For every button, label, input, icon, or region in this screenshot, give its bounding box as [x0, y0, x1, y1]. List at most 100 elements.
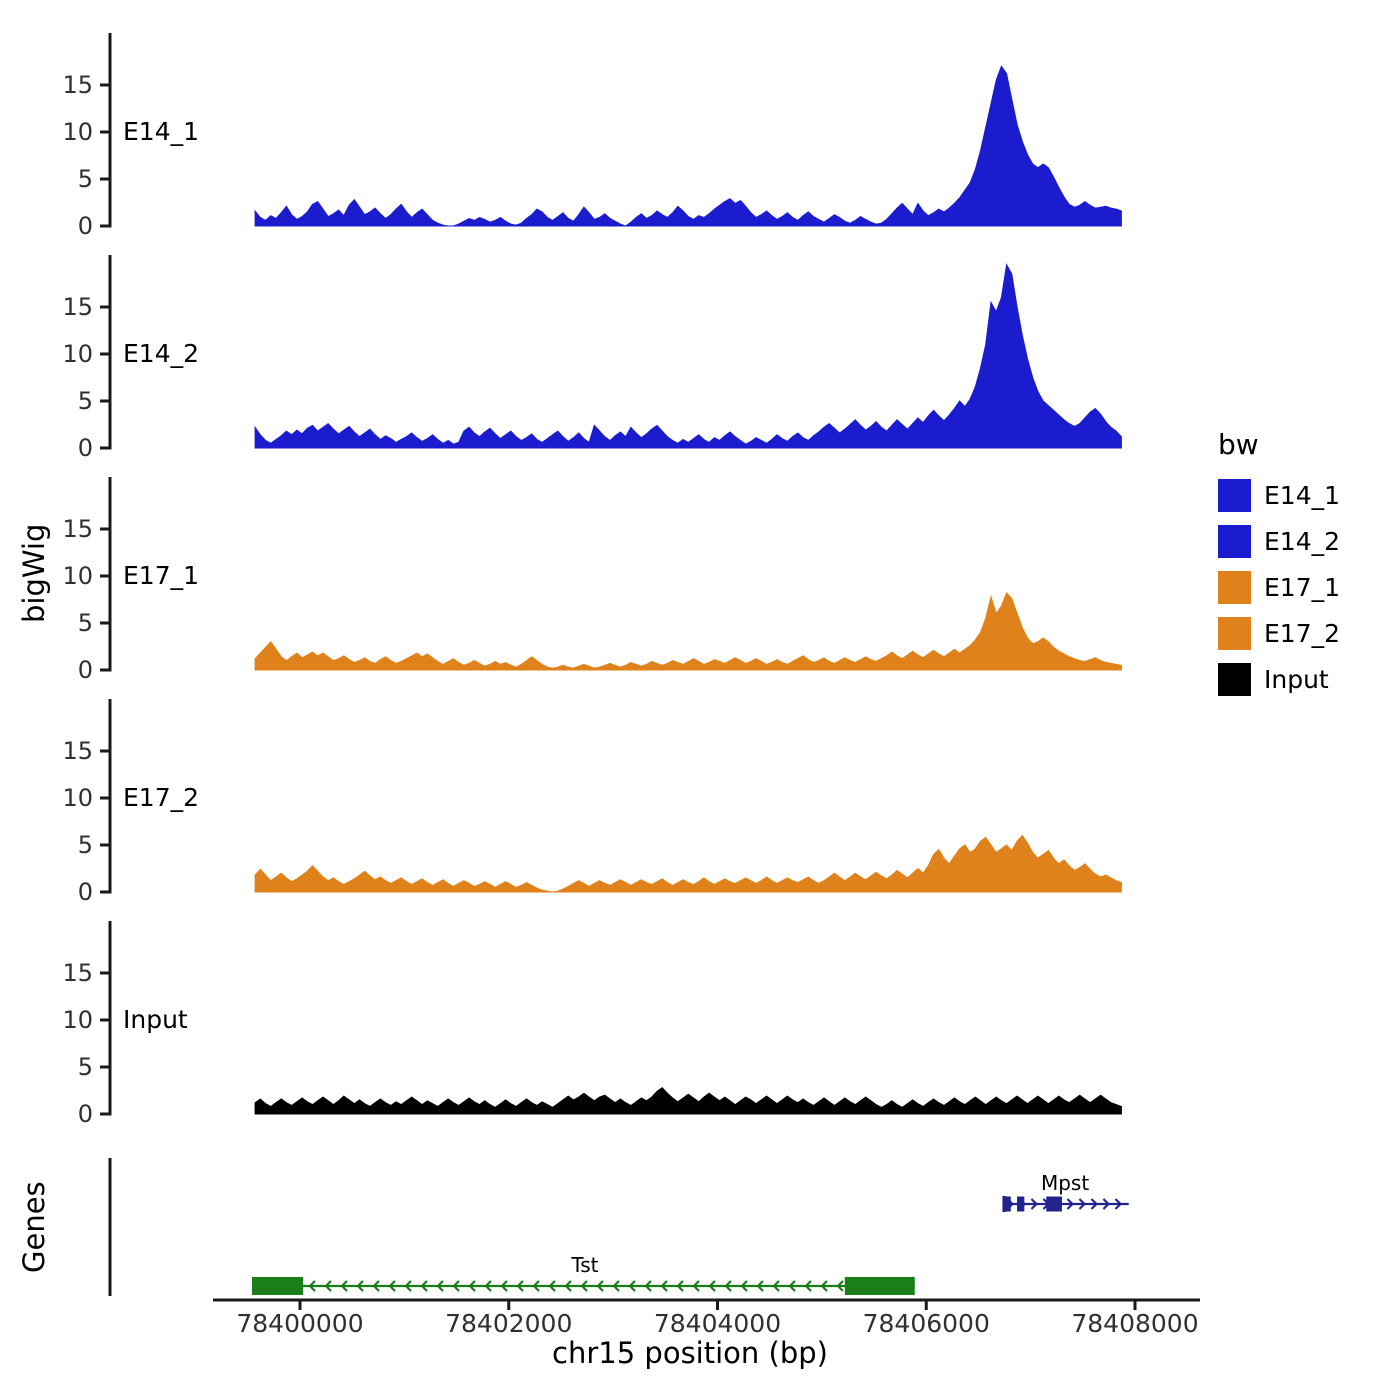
y-tick-label: 0 — [78, 1100, 93, 1128]
y-tick-label: 10 — [62, 784, 93, 812]
strand-arrow-icon — [340, 1280, 348, 1292]
legend-swatch-e17-1 — [1218, 571, 1251, 604]
legend-item-e17-2: E17_2 — [1218, 617, 1340, 650]
strand-arrow-icon — [596, 1280, 604, 1292]
coverage-area-E17_2 — [254, 834, 1122, 893]
x-axis-title: chr15 position (bp) — [552, 1336, 828, 1370]
strand-arrow-icon — [564, 1280, 572, 1292]
strand-arrow-icon — [468, 1280, 476, 1292]
y-tick-label: 5 — [78, 831, 93, 859]
gene-label: Mpst — [1041, 1171, 1089, 1195]
strand-arrow-icon — [756, 1280, 764, 1292]
x-tick-label: 78402000 — [445, 1309, 572, 1338]
strand-arrow-icon — [628, 1280, 636, 1292]
strand-arrow-icon — [404, 1280, 412, 1292]
y-tick-label: 0 — [78, 878, 93, 906]
legend-swatch-e14-1 — [1218, 479, 1251, 512]
legend-label-e14-2: E14_2 — [1264, 527, 1341, 556]
strand-arrow-icon — [804, 1280, 812, 1292]
gene-Mpst: Mpst — [1002, 1171, 1129, 1212]
legend: bw E14_1 E14_2 E17_1 E17_2 Input — [1218, 428, 1340, 709]
y-tick-label: 5 — [78, 387, 93, 415]
track-E14_2: 0 5 10 15 — [62, 255, 1122, 462]
coverage-area-Input — [254, 1087, 1122, 1115]
strand-arrow-icon — [516, 1280, 524, 1292]
strand-arrow-icon — [1066, 1198, 1074, 1210]
y-tick-label: 10 — [62, 1006, 93, 1034]
legend-label-e14-1: E14_1 — [1264, 481, 1341, 510]
y-tick-label: 5 — [78, 1053, 93, 1081]
strand-arrow-icon — [356, 1280, 364, 1292]
legend-label-e17-2: E17_2 — [1264, 619, 1341, 648]
strand-arrow-icon — [788, 1280, 796, 1292]
gene-exon — [1017, 1196, 1025, 1212]
strand-arrow-icon — [1090, 1198, 1098, 1210]
strand-arrow-icon — [436, 1280, 444, 1292]
gene-label: Tst — [570, 1253, 598, 1277]
y-tick-label: 5 — [78, 609, 93, 637]
coverage-area-E14_2 — [254, 263, 1122, 449]
facet-label-e17-2: E17_2 — [123, 783, 200, 812]
strand-arrow-icon — [772, 1280, 780, 1292]
legend-swatch-e17-2 — [1218, 617, 1251, 650]
y-tick-label: 15 — [62, 737, 93, 765]
legend-item-e17-1: E17_1 — [1218, 571, 1340, 604]
strand-arrow-icon — [612, 1280, 620, 1292]
y-tick-label: 10 — [62, 340, 93, 368]
legend-label-input: Input — [1264, 665, 1329, 694]
x-tick-label: 78404000 — [654, 1309, 781, 1338]
y-tick-label: 0 — [78, 656, 93, 684]
strand-arrow-icon — [708, 1280, 716, 1292]
strand-arrow-icon — [372, 1280, 380, 1292]
strand-arrow-icon — [820, 1280, 828, 1292]
legend-item-e14-2: E14_2 — [1218, 525, 1340, 558]
strand-arrow-icon — [484, 1280, 492, 1292]
y-tick-label: 0 — [78, 212, 93, 240]
facet-label-e17-1: E17_1 — [123, 561, 200, 590]
strand-arrow-icon — [452, 1280, 460, 1292]
y-tick-label: 10 — [62, 562, 93, 590]
legend-label-e17-1: E17_1 — [1264, 573, 1341, 602]
strand-arrow-icon — [420, 1280, 428, 1292]
track-E14_1: 0 5 10 15 — [62, 33, 1122, 240]
legend-item-e14-1: E14_1 — [1218, 479, 1340, 512]
x-tick-label: 78408000 — [1071, 1309, 1198, 1338]
facet-label-e14-2: E14_2 — [123, 339, 200, 368]
legend-title: bw — [1218, 428, 1259, 461]
y-tick-label: 0 — [78, 434, 93, 462]
strand-arrow-icon — [388, 1280, 396, 1292]
gene-exon — [1046, 1196, 1062, 1212]
y-tick-label: 5 — [78, 165, 93, 193]
y-tick-label: 15 — [62, 71, 93, 99]
strand-arrow-icon — [724, 1280, 732, 1292]
track-E17_1: 0 5 10 15 — [62, 477, 1122, 684]
y-tick-label: 15 — [62, 959, 93, 987]
strand-arrow-icon — [1102, 1198, 1110, 1210]
strand-arrow-icon — [500, 1280, 508, 1292]
track-Input: 0 5 10 15 — [62, 921, 1122, 1128]
strand-arrow-icon — [740, 1280, 748, 1292]
strand-arrow-icon — [836, 1280, 844, 1292]
strand-arrow-icon — [580, 1280, 588, 1292]
coverage-area-E17_1 — [254, 591, 1122, 671]
strand-arrow-icon — [692, 1280, 700, 1292]
legend-item-input: Input — [1218, 663, 1340, 696]
strand-arrow-icon — [644, 1280, 652, 1292]
y-tick-label: 15 — [62, 293, 93, 321]
genes-axis-title: Genes — [17, 1181, 51, 1274]
gene-start-bar — [1002, 1196, 1006, 1212]
facet-label-input: Input — [123, 1005, 188, 1034]
gene-exon — [1005, 1196, 1011, 1212]
facet-label-e14-1: E14_1 — [123, 117, 200, 146]
strand-arrow-icon — [548, 1280, 556, 1292]
strand-arrow-icon — [660, 1280, 668, 1292]
track-E17_2: 0 5 10 15 — [62, 699, 1122, 906]
y-axis-title: bigWig — [17, 523, 51, 624]
legend-swatch-e14-2 — [1218, 525, 1251, 558]
strand-arrow-icon — [1078, 1198, 1086, 1210]
legend-swatch-input — [1218, 663, 1251, 696]
x-tick-label: 78406000 — [863, 1309, 990, 1338]
x-axis: 78400000 78402000 78404000 78406000 78408000 — [213, 1298, 1200, 1338]
